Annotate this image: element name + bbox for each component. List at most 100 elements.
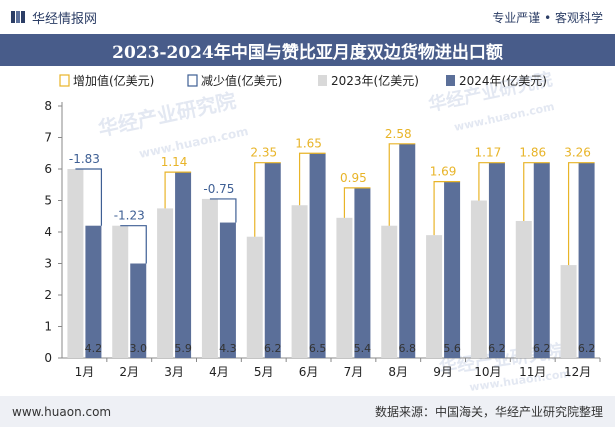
x-tick-label: 2月 <box>119 365 139 379</box>
x-tick-label: 9月 <box>433 365 453 379</box>
footer: www.huaon.com 数据来源：中国海关，华经产业研究院整理 <box>0 396 615 427</box>
bar-2024 <box>264 162 281 358</box>
change-bracket-decrease <box>75 168 103 226</box>
legend-label-decrease: 减少值(亿美元) <box>201 73 282 88</box>
x-tick-label: 7月 <box>344 365 364 379</box>
bar-2023 <box>560 265 577 358</box>
x-tick-label: 5月 <box>254 365 274 379</box>
value-label-2024: 4.3 <box>219 342 237 355</box>
change-bracket-increase <box>254 162 281 237</box>
bar-2023 <box>336 217 353 358</box>
footer-website: www.huaon.com <box>12 404 112 419</box>
change-bracket-increase <box>298 152 326 206</box>
y-tick-label: 8 <box>44 99 52 113</box>
x-tick-label: 10月 <box>474 365 501 379</box>
change-label: 1.86 <box>519 146 546 160</box>
change-label: 1.69 <box>430 165 457 179</box>
y-tick-label: 1 <box>44 320 52 334</box>
value-label-2024: 6.2 <box>578 342 596 355</box>
bar-2024 <box>399 143 416 358</box>
bar-2023 <box>157 208 174 358</box>
x-tick-label: 11月 <box>519 365 546 379</box>
bar-2024 <box>175 172 192 358</box>
bar-2023 <box>515 220 532 358</box>
change-label: 1.17 <box>475 146 502 160</box>
legend-swatch-2024 <box>446 75 455 86</box>
brand-logo-icon <box>11 11 25 23</box>
bars <box>67 143 595 358</box>
change-label: -1.23 <box>114 209 145 223</box>
value-label-2024: 5.4 <box>354 342 372 355</box>
value-label-2024: 3.0 <box>130 342 148 355</box>
bar-2024 <box>533 162 550 358</box>
change-bracket-increase <box>164 171 192 209</box>
bar-2023 <box>201 198 218 358</box>
y-tick-label: 0 <box>44 351 52 365</box>
brand: 华经情报网 <box>10 8 97 27</box>
value-label-2024: 6.2 <box>488 342 506 355</box>
change-bracket-increase <box>523 162 550 221</box>
x-tick-label: 4月 <box>209 365 229 379</box>
x-tick-label: 1月 <box>75 365 95 379</box>
slogan: 专业严谨 • 客观科学 <box>492 10 603 25</box>
value-label-2024: 5.6 <box>443 342 461 355</box>
bar-2023 <box>291 205 308 358</box>
chart-title: 2023-2024年中国与赞比亚月度双边货物进出口额 <box>0 34 615 66</box>
legend-label-2024: 2024年(亿美元) <box>459 73 547 88</box>
bar-2024 <box>219 222 236 358</box>
value-label-2024: 6.2 <box>533 342 551 355</box>
bar-2023 <box>246 236 263 358</box>
value-label-2024: 5.9 <box>174 342 192 355</box>
change-bracket-increase <box>433 181 461 236</box>
change-bracket-increase <box>343 187 371 218</box>
change-label: -1.83 <box>69 152 100 166</box>
change-bracket-increase <box>388 143 416 226</box>
change-bracket-decrease <box>209 198 237 223</box>
y-tick-label: 4 <box>44 225 52 239</box>
change-bracket-increase <box>478 162 505 201</box>
bar-2023 <box>112 225 129 358</box>
bar-2023 <box>67 169 84 358</box>
y-tick-label: 7 <box>44 131 52 145</box>
legend-swatch-2023 <box>318 75 327 86</box>
change-label: 3.26 <box>564 146 591 160</box>
change-label: 1.14 <box>161 155 188 169</box>
legend-swatch-increase <box>59 74 70 87</box>
brand-name: 华经情报网 <box>32 11 98 27</box>
bar-2024 <box>488 162 505 358</box>
bar-2024 <box>444 181 461 358</box>
legend-label-2023: 2023年(亿美元) <box>331 73 419 88</box>
change-label: 0.95 <box>340 171 367 185</box>
watermark-url: www.huaon.com <box>138 124 250 161</box>
x-tick-label: 6月 <box>299 365 319 379</box>
footer-source: 数据来源：中国海关，华经产业研究院整理 <box>374 405 603 419</box>
legend-label-increase: 增加值(亿美元) <box>73 73 154 88</box>
bar-2023 <box>426 235 443 358</box>
y-tick-label: 2 <box>44 288 52 302</box>
y-tick-label: 6 <box>44 162 52 176</box>
value-label-2024: 4.2 <box>85 342 103 355</box>
change-bracket-decrease <box>120 225 147 264</box>
bar-2024 <box>354 187 371 358</box>
y-tick-label: 3 <box>44 257 52 271</box>
legend: 增加值(亿美元) 减少值(亿美元) 2023年(亿美元) 2024年(亿美元) <box>59 73 547 88</box>
axes: 0 1 2 3 4 5 6 7 8 1月 2月 3月 4月 5月 6月 7月 8月 9月 10月 11月 12月 <box>44 99 601 379</box>
change-label: 2.35 <box>250 146 277 160</box>
labels: -1.83 4.2 -1.23 3.0 1.14 5.9 -0.75 4.3 2.35 6.2 1.… <box>69 127 595 355</box>
bar-2023 <box>381 225 398 358</box>
change-label: 1.65 <box>295 136 322 150</box>
bar-2024 <box>85 225 102 358</box>
x-tick-label: 8月 <box>388 365 408 379</box>
change-label: -0.75 <box>203 182 234 196</box>
x-tick-label: 12月 <box>564 365 591 379</box>
bar-2024 <box>130 263 147 358</box>
value-label-2024: 6.2 <box>264 342 282 355</box>
bar-chart: 华经产业研究院 www.huaon.com 华经产业研究院 www.huaon.… <box>44 68 601 394</box>
value-label-2024: 6.5 <box>309 342 327 355</box>
bar-2023 <box>470 200 487 358</box>
value-label-2024: 6.8 <box>399 342 417 355</box>
x-tick-label: 3月 <box>164 365 184 379</box>
bar-2024 <box>578 162 595 358</box>
change-label: 2.58 <box>385 127 412 141</box>
change-bracket-increase <box>567 162 595 266</box>
